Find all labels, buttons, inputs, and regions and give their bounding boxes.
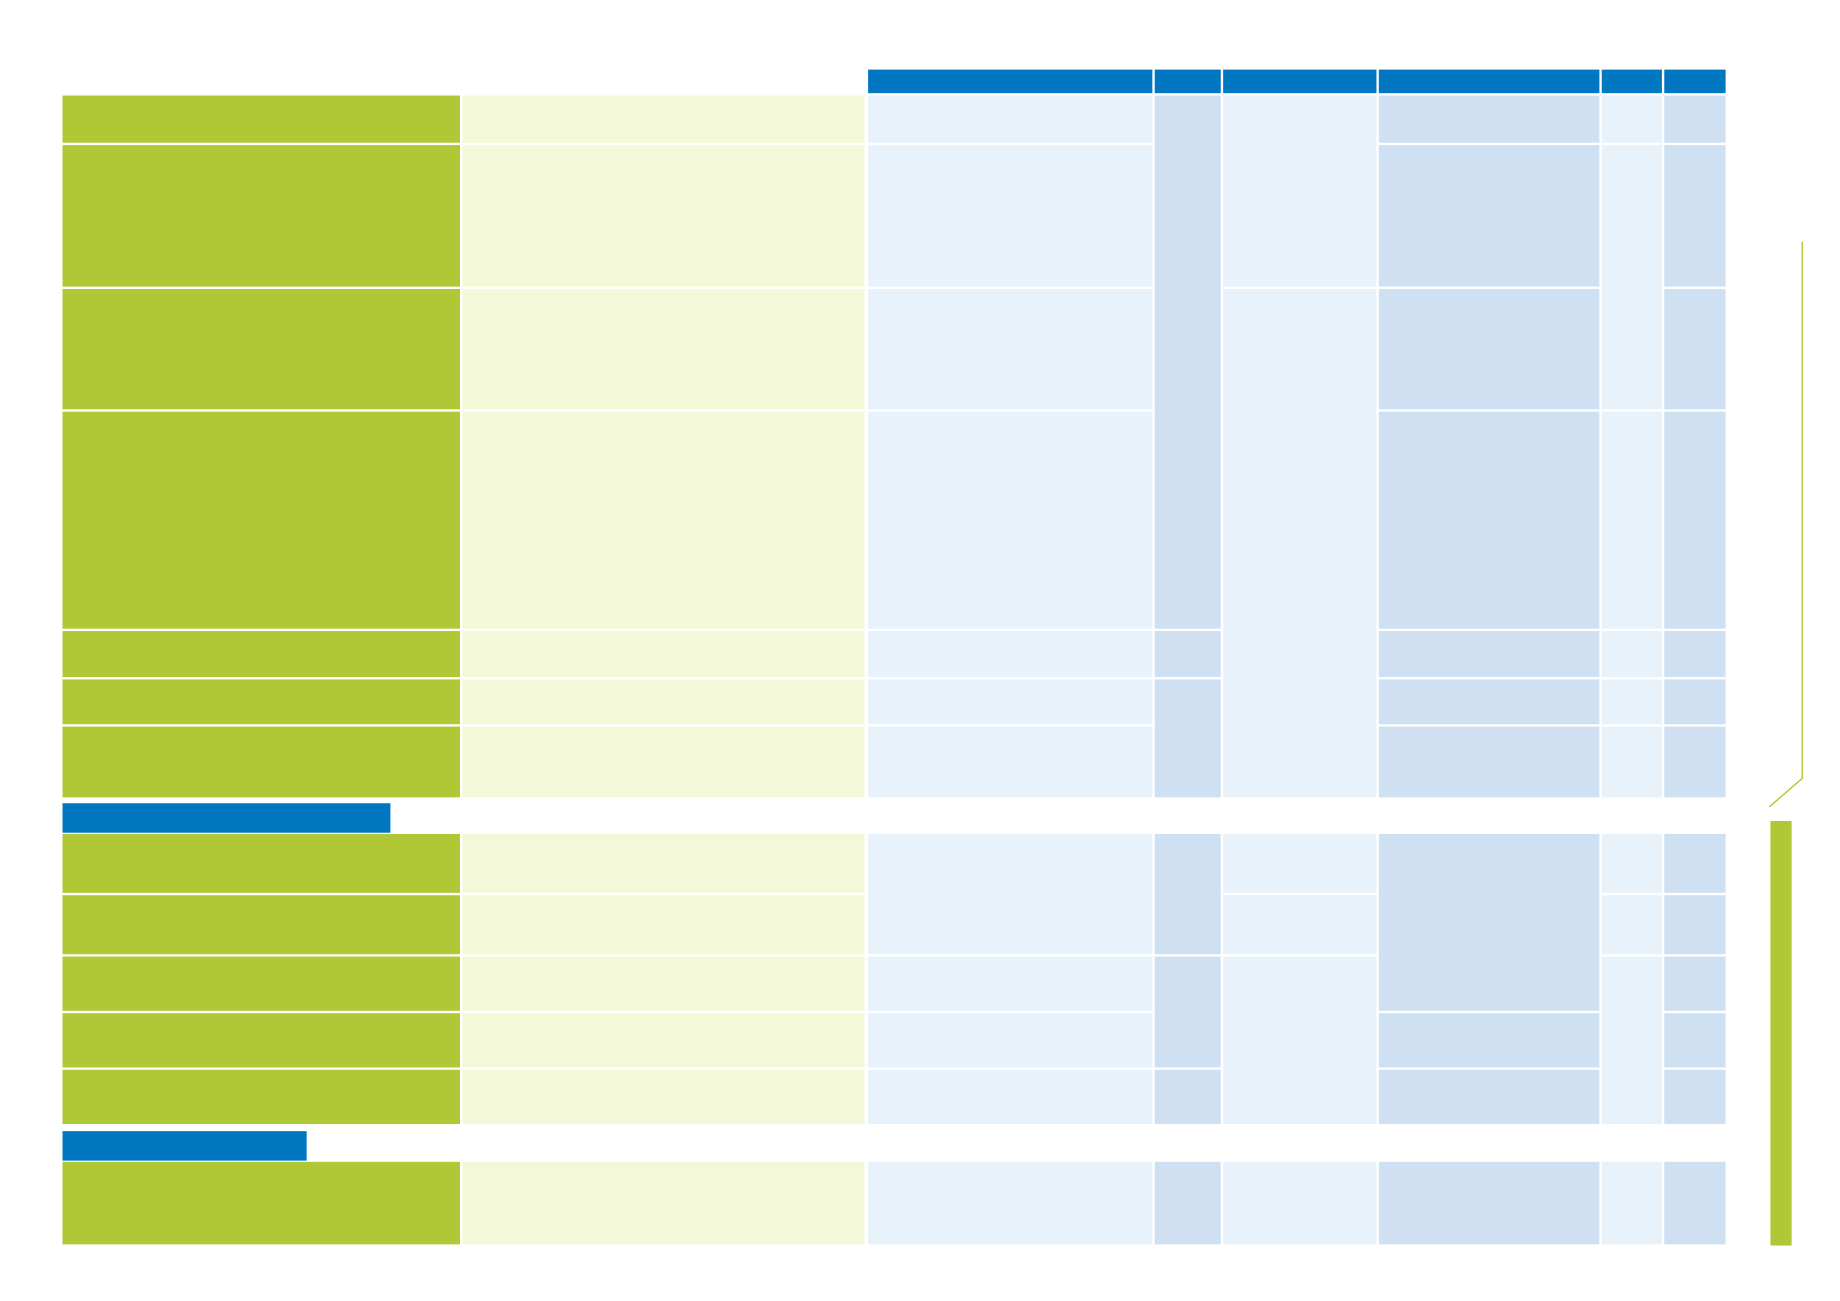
table-cell (62, 1013, 461, 1068)
table-cell (1601, 833, 1662, 893)
table-cell (462, 145, 865, 287)
table-cell (868, 288, 1153, 410)
table-cell (1223, 1161, 1377, 1245)
header-cell (868, 69, 1153, 94)
table-cell (1378, 411, 1600, 629)
table-cell (1378, 1069, 1600, 1125)
table-cell (1378, 288, 1600, 410)
table-cell (1154, 956, 1221, 1068)
table-cell (868, 1161, 1153, 1245)
table-cell (62, 726, 461, 798)
table-cell (868, 411, 1153, 629)
table-cell (1378, 726, 1600, 798)
table-cell (462, 956, 865, 1011)
table-cell (1601, 411, 1662, 629)
table-cell (462, 1069, 865, 1125)
table-cell (1378, 679, 1600, 725)
table-cell (1664, 145, 1726, 287)
side-bar (1770, 820, 1792, 1246)
table-cell (1664, 1069, 1726, 1125)
table-cell (62, 411, 461, 629)
table-cell (1601, 95, 1662, 143)
table-cell (462, 411, 865, 629)
table-cell (462, 1013, 865, 1068)
table-cell (1601, 1161, 1662, 1245)
table-cell (868, 726, 1153, 798)
table-cell (1601, 895, 1662, 955)
table-cell (462, 1161, 865, 1245)
table-cell (1664, 895, 1726, 955)
table-cell (1223, 833, 1377, 893)
table-cell (868, 956, 1153, 1011)
header-cell (1664, 69, 1726, 94)
table-cell (1223, 288, 1377, 798)
table-cell (1378, 1013, 1600, 1068)
header-cell (1601, 69, 1662, 94)
table-cell (1223, 895, 1377, 955)
table-cell (62, 1161, 461, 1245)
table-cell (1664, 956, 1726, 1011)
table-cell (462, 726, 865, 798)
header-cell (1154, 69, 1221, 94)
header-cell (1378, 69, 1600, 94)
table-cell (1601, 726, 1662, 798)
table-cell (1601, 679, 1662, 725)
table-cell (1154, 95, 1221, 629)
table-cell (1154, 1069, 1221, 1125)
table-cell (62, 1069, 461, 1125)
table-cell (62, 895, 461, 955)
table-cell (62, 95, 461, 143)
header-cell (1223, 69, 1377, 94)
table-cell (868, 679, 1153, 725)
table-cell (1223, 956, 1377, 1125)
table-cell (462, 288, 865, 410)
table-cell (462, 895, 865, 955)
table-cell (1664, 833, 1726, 893)
table-cell (868, 833, 1153, 955)
table-cell (62, 956, 461, 1011)
table-cell (462, 631, 865, 678)
table-cell (462, 679, 865, 725)
table-cell (1664, 631, 1726, 678)
table-cell (868, 95, 1153, 143)
table-cell (1601, 956, 1662, 1125)
table-cell (62, 631, 461, 678)
table-cell (1378, 833, 1600, 1011)
table-cell (62, 679, 461, 725)
table-cell (462, 95, 865, 143)
table-cell (1601, 631, 1662, 678)
table-cell (1664, 288, 1726, 410)
table-cell (1378, 145, 1600, 287)
table-cell (1664, 679, 1726, 725)
side-bracket (1768, 241, 1803, 808)
table-cell (1664, 411, 1726, 629)
table-cell (1664, 726, 1726, 798)
table-cell (1664, 1013, 1726, 1068)
table-cell (1154, 679, 1221, 798)
table-cell (1378, 631, 1600, 678)
section-bar (62, 1131, 307, 1161)
section-bar (62, 803, 391, 833)
table-cell (462, 833, 865, 893)
table-cell (62, 288, 461, 410)
table-cell (868, 1013, 1153, 1068)
table-cell (1154, 631, 1221, 678)
table-cell (868, 1069, 1153, 1125)
table-cell (62, 145, 461, 287)
table-cell (62, 833, 461, 893)
table-cell (1154, 833, 1221, 955)
table-cell (1154, 1161, 1221, 1245)
table-cell (1664, 95, 1726, 143)
table-cell (1378, 95, 1600, 143)
table-cell (1664, 1161, 1726, 1245)
table-cell (1601, 145, 1662, 410)
table-cell (868, 631, 1153, 678)
table-cell (1223, 95, 1377, 287)
table-cell (1378, 1161, 1600, 1245)
table-cell (868, 145, 1153, 287)
